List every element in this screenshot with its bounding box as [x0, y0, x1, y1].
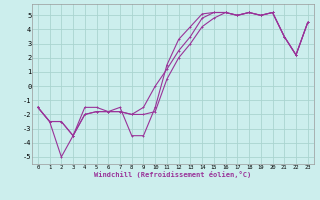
X-axis label: Windchill (Refroidissement éolien,°C): Windchill (Refroidissement éolien,°C) [94, 171, 252, 178]
